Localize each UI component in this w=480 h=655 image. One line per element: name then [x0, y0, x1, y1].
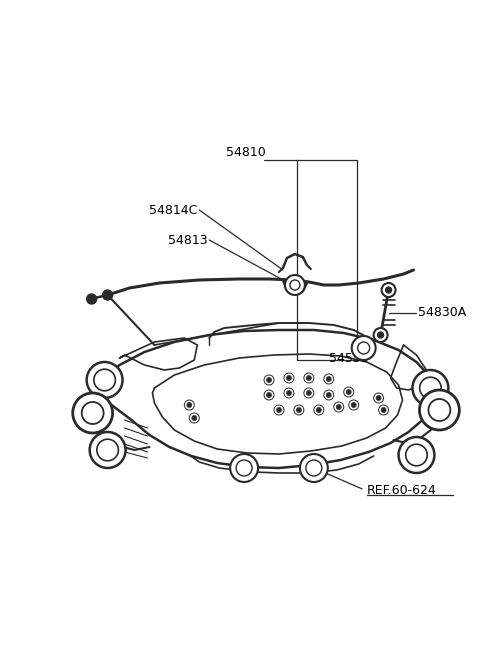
Circle shape [103, 290, 113, 300]
Circle shape [398, 437, 434, 473]
Circle shape [376, 396, 381, 400]
Circle shape [285, 275, 305, 295]
Circle shape [306, 390, 312, 396]
Text: 54810: 54810 [226, 145, 266, 159]
Circle shape [382, 283, 396, 297]
Text: 54559: 54559 [329, 352, 369, 364]
Circle shape [300, 454, 328, 482]
Circle shape [297, 407, 301, 413]
Circle shape [90, 432, 126, 468]
Circle shape [266, 377, 272, 383]
Circle shape [73, 393, 113, 433]
Circle shape [287, 375, 291, 381]
Circle shape [276, 407, 281, 413]
Circle shape [187, 403, 192, 407]
Circle shape [287, 390, 291, 396]
Circle shape [316, 407, 321, 413]
Circle shape [87, 294, 96, 304]
Circle shape [352, 336, 376, 360]
Circle shape [381, 407, 386, 413]
Text: REF.60-624: REF.60-624 [367, 483, 436, 496]
Circle shape [373, 328, 387, 342]
Text: 54830A: 54830A [419, 307, 467, 320]
Circle shape [378, 332, 384, 338]
Circle shape [306, 375, 312, 381]
Circle shape [266, 392, 272, 398]
Circle shape [230, 454, 258, 482]
Circle shape [326, 377, 331, 381]
Circle shape [192, 415, 197, 421]
Text: 54813: 54813 [168, 233, 207, 246]
Circle shape [336, 405, 341, 409]
Circle shape [420, 390, 459, 430]
Circle shape [412, 370, 448, 406]
Circle shape [326, 392, 331, 398]
Circle shape [87, 362, 122, 398]
Circle shape [385, 287, 392, 293]
Text: 54814C: 54814C [149, 204, 197, 217]
Circle shape [346, 390, 351, 394]
Circle shape [351, 403, 356, 407]
